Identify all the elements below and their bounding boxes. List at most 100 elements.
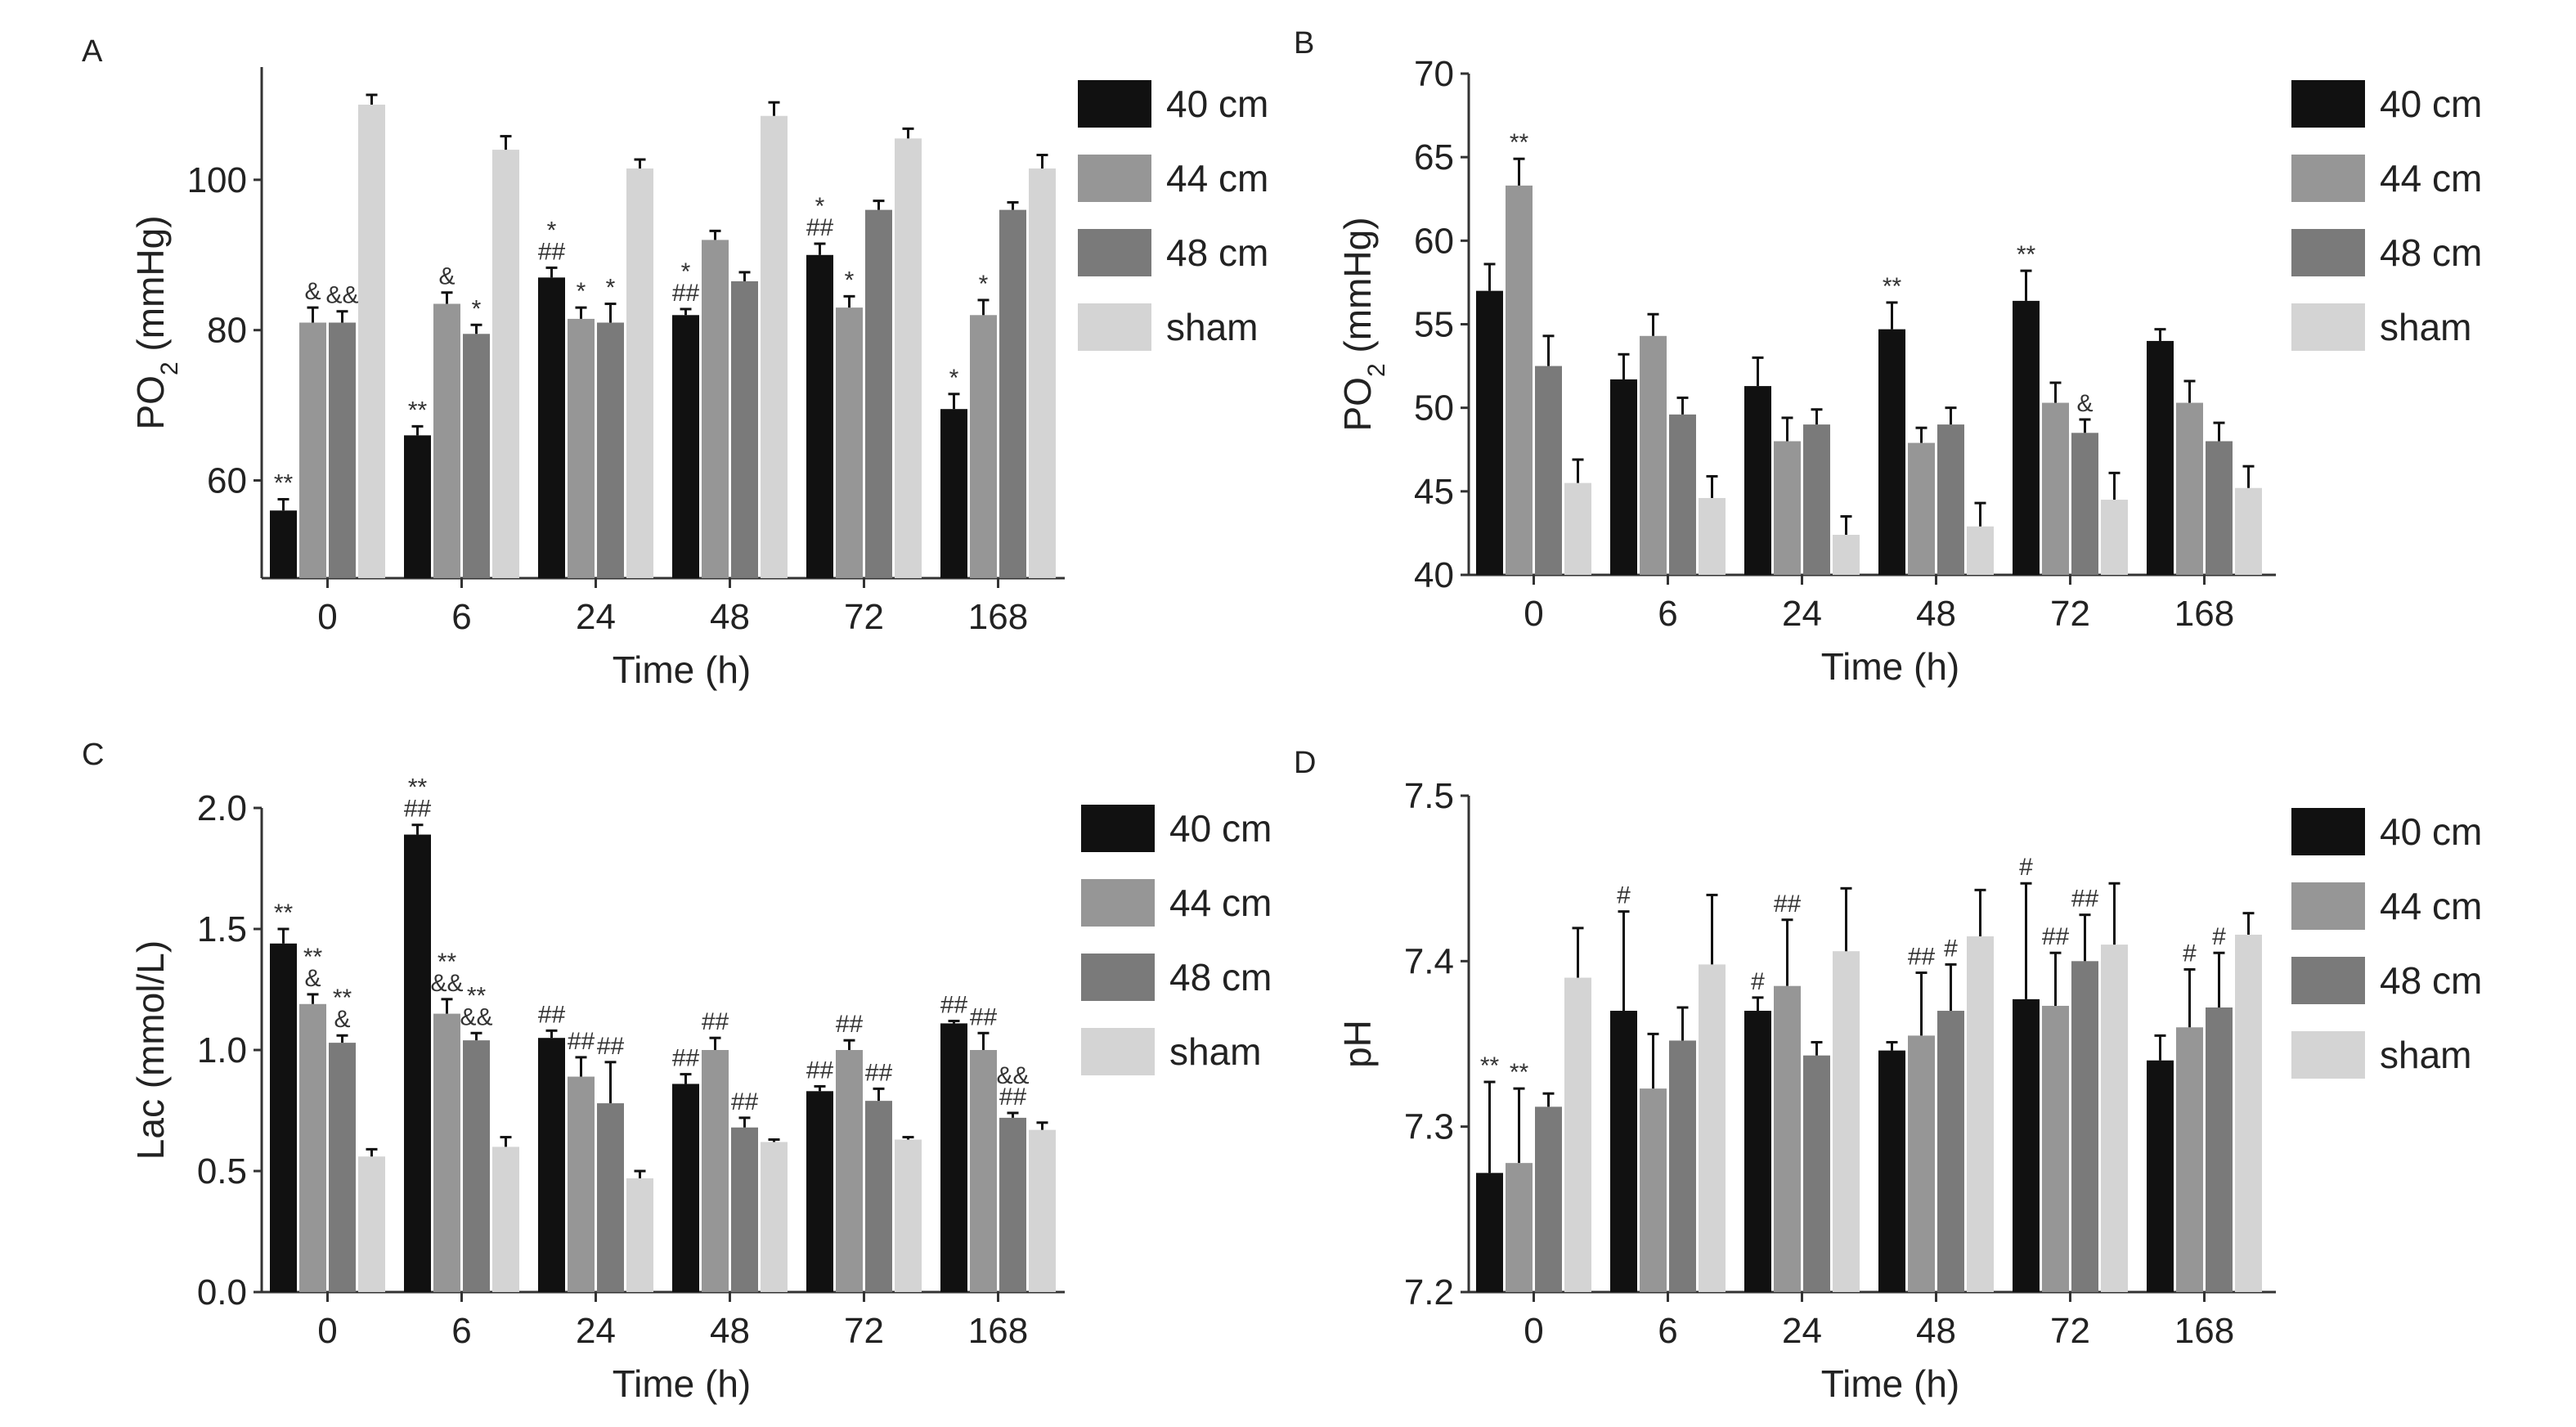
legend-swatch [1078, 80, 1151, 128]
x-tick-label: 6 [1658, 1311, 1677, 1351]
legend-label: 40 cm [1169, 807, 1272, 850]
bar-sham-t72 [2101, 500, 2128, 575]
y-tick-label: 40 [1414, 555, 1454, 595]
legend-label: sham [2380, 306, 2471, 348]
panel-c: C 0.0 0.5 1.0 1.5 2.0 Lac (mmol/L) 0 6 24 48 72 168 *… [82, 738, 1272, 1405]
y-tick-label: 7.4 [1404, 941, 1454, 981]
significance-mark: ## [865, 1059, 893, 1086]
significance-mark: ** [408, 774, 428, 801]
bar-44-cm-t0 [299, 1003, 326, 1292]
y-axis-title: PO2 (mmHg) [129, 215, 183, 429]
legend-swatch [2291, 155, 2365, 202]
significance-mark: ## [836, 1011, 864, 1038]
significance-mark: ** [333, 985, 352, 1012]
significance-mark: && [460, 1003, 492, 1030]
legend-label: 40 cm [2380, 810, 2482, 853]
significance-mark: & [2076, 390, 2093, 417]
bar-48-cm-t48 [731, 1127, 758, 1292]
legend-swatch [1078, 155, 1151, 202]
significance-mark: ## [702, 1008, 729, 1035]
legend-label: sham [1169, 1030, 1261, 1073]
bar-40-cm-t168 [940, 1023, 967, 1292]
significance-mark: * [577, 278, 586, 305]
x-tick-label: 24 [1782, 1311, 1822, 1351]
bar-40-cm-t48 [672, 1084, 699, 1292]
bar-44-cm-t168 [970, 315, 997, 578]
x-tick-label: 72 [844, 597, 884, 637]
significance-mark: ## [538, 238, 566, 265]
bar-40-cm-t0 [1476, 1173, 1503, 1292]
bar-48-cm-t168 [999, 209, 1026, 578]
significance-mark: && [430, 970, 463, 997]
legend-swatch [2291, 229, 2365, 276]
bar-sham-t48 [1967, 936, 1994, 1292]
legend-swatch [1081, 879, 1155, 927]
y-tick-label: 7.5 [1404, 776, 1454, 816]
bar-44-cm-t72 [836, 1050, 863, 1292]
bar-48-cm-t168 [2206, 1007, 2233, 1292]
bar-40-cm-t24 [538, 1038, 565, 1292]
x-axis-title: Time (h) [1821, 1362, 1960, 1405]
significance-mark: * [949, 365, 959, 392]
y-tick-label: 0.0 [197, 1272, 247, 1313]
bar-40-cm-t0 [270, 510, 297, 578]
bar-40-cm-t6 [404, 834, 431, 1292]
legend-swatch [1081, 954, 1155, 1001]
panel-letter: D [1294, 746, 1316, 780]
y-axis-title: pH [1336, 1020, 1379, 1068]
y-axis-title: Lac (mmol/L) [129, 940, 172, 1160]
legend-label: 48 cm [1169, 956, 1272, 998]
significance-mark: && [996, 1062, 1029, 1089]
significance-mark: ** [1510, 129, 1529, 156]
bar-40-cm-t0 [1476, 290, 1503, 575]
panel-letter: A [82, 34, 103, 69]
legend-label: sham [1166, 306, 1258, 348]
significance-mark: & [304, 278, 321, 305]
significance-mark: ## [538, 1001, 566, 1028]
bar-40-cm-t24 [538, 277, 565, 578]
significance-mark: ** [303, 944, 323, 971]
bar-40-cm-t6 [1610, 379, 1637, 575]
significance-mark: ## [970, 1003, 998, 1030]
bar-48-cm-t72 [2071, 961, 2098, 1292]
y-tick-label: 80 [207, 311, 247, 351]
bar-sham-t0 [1564, 977, 1591, 1292]
legend: 40 cm 44 cm 48 cm sham [1078, 80, 1268, 351]
bar-40-cm-t168 [2147, 340, 2174, 575]
legend-label: 48 cm [2380, 231, 2482, 274]
bar-44-cm-t6 [433, 1013, 460, 1292]
y-tick-label: 60 [1414, 221, 1454, 261]
bar-48-cm-t48 [731, 280, 758, 578]
bar-48-cm-t72 [2071, 433, 2098, 575]
legend-swatch [1078, 303, 1151, 351]
significance-mark: ## [940, 991, 968, 1018]
significance-mark: ** [274, 900, 294, 927]
bar-44-cm-t0 [1506, 185, 1533, 576]
bar-40-cm-t72 [806, 1091, 833, 1292]
bar-sham-t24 [1833, 534, 1860, 575]
significance-mark: ## [2071, 886, 2099, 913]
significance-mark: # [1751, 968, 1765, 995]
significance-mark: ## [806, 214, 834, 241]
legend-swatch [1081, 805, 1155, 852]
bar-40-cm-t6 [1610, 1011, 1637, 1292]
significance-mark: # [1944, 935, 1958, 962]
significance-mark: * [472, 295, 482, 322]
significance-mark: ** [438, 949, 457, 976]
bar-40-cm-t6 [404, 435, 431, 578]
x-tick-label: 72 [844, 1311, 884, 1351]
bar-48-cm-t0 [329, 322, 356, 578]
bar-44-cm-t168 [2176, 402, 2203, 575]
bar-sham-t168 [1029, 1129, 1056, 1292]
bar-48-cm-t24 [597, 1103, 624, 1292]
significance-mark: ## [999, 1084, 1027, 1111]
significance-mark: # [1617, 882, 1631, 909]
bar-48-cm-t6 [463, 1040, 490, 1292]
significance-mark: & [334, 1006, 350, 1033]
y-tick-label: 45 [1414, 472, 1454, 512]
bar-40-cm-t48 [1878, 329, 1905, 575]
bar-44-cm-t6 [433, 303, 460, 578]
x-tick-label: 0 [1524, 594, 1543, 634]
